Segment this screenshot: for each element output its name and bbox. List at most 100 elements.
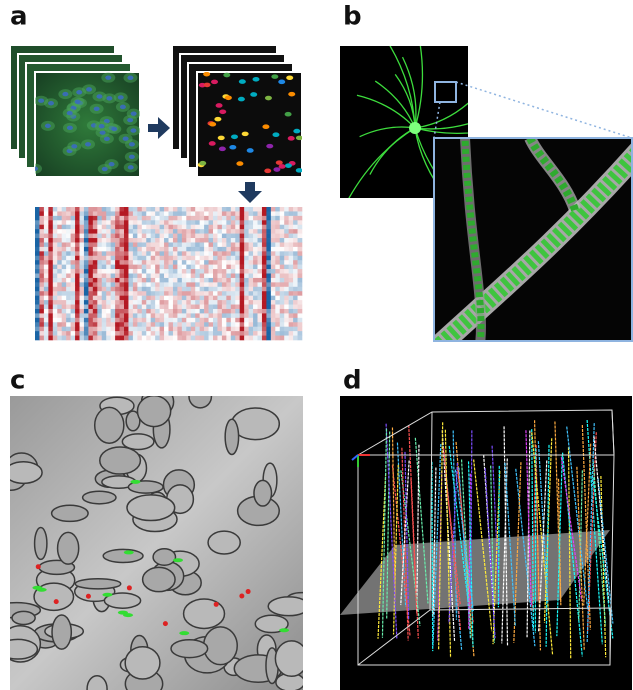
heat-cell (93, 229, 98, 234)
heat-cell (280, 278, 285, 283)
heat-cell (222, 336, 227, 341)
heat-cell (115, 327, 120, 332)
heat-cell (258, 242, 263, 247)
heat-cell (204, 238, 209, 243)
membrane (122, 434, 154, 450)
heat-cell (35, 296, 40, 301)
heat-cell (226, 260, 231, 265)
heat-cell (57, 216, 62, 221)
heat-cell (115, 318, 120, 323)
heat-cell (106, 313, 111, 318)
heat-cell (146, 220, 151, 225)
heat-cell (258, 291, 263, 296)
heat-cell (106, 234, 111, 239)
heat-cell (39, 300, 44, 305)
heat-cell (115, 242, 120, 247)
heat-cell (84, 336, 89, 341)
heat-cell (88, 331, 93, 336)
heat-cell (66, 318, 71, 323)
heat-cell (280, 282, 285, 287)
heat-cell (80, 291, 85, 296)
heat-cell (258, 282, 263, 287)
heat-cell (71, 260, 76, 265)
heat-cell (80, 225, 85, 230)
synapse-marker (173, 558, 183, 562)
heat-cell (48, 234, 53, 239)
heat-cell (133, 234, 138, 239)
heat-cell (244, 229, 249, 234)
heat-cell (169, 300, 174, 305)
heat-cell (271, 327, 276, 332)
heat-cell (209, 207, 214, 212)
heat-cell (164, 251, 169, 256)
heat-cell (173, 300, 178, 305)
heat-cell (75, 291, 80, 296)
heat-cell (271, 291, 276, 296)
heat-cell (35, 305, 40, 310)
heat-cell (191, 220, 196, 225)
heat-cell (204, 309, 209, 314)
heat-cell (169, 260, 174, 265)
heat-cell (284, 211, 289, 216)
heat-cell (271, 216, 276, 221)
heat-cell (200, 327, 205, 332)
heat-cell (106, 265, 111, 270)
heat-cell (142, 269, 147, 274)
heat-cell (120, 234, 125, 239)
heat-cell (258, 269, 263, 274)
heat-cell (231, 300, 236, 305)
heat-cell (35, 322, 40, 327)
heat-cell (222, 238, 227, 243)
heat-cell (240, 336, 245, 341)
heat-cell (244, 269, 249, 274)
heat-cell (266, 318, 271, 323)
heat-cell (226, 327, 231, 332)
heat-cell (186, 234, 191, 239)
heat-cell (209, 238, 214, 243)
heat-cell (182, 318, 187, 323)
heat-cell (262, 211, 267, 216)
heat-cell (235, 309, 240, 314)
heat-cell (204, 234, 209, 239)
heat-cell (93, 234, 98, 239)
heat-cell (142, 242, 147, 247)
heat-cell (173, 251, 178, 256)
heat-cell (137, 278, 142, 283)
heat-cell (275, 247, 280, 252)
heat-cell (249, 278, 254, 283)
heat-cell (195, 251, 200, 256)
segment (199, 161, 206, 166)
heat-cell (71, 336, 76, 341)
heat-cell (44, 322, 49, 327)
heat-cell (44, 265, 49, 270)
heat-cell (93, 247, 98, 252)
heat-cell (289, 256, 294, 261)
heat-cell (222, 234, 227, 239)
heat-cell (160, 242, 165, 247)
heat-cell (44, 242, 49, 247)
heat-cell (128, 220, 133, 225)
heat-cell (209, 269, 214, 274)
heat-cell (204, 296, 209, 301)
heat-cell (271, 331, 276, 336)
heat-cell (137, 251, 142, 256)
heat-cell (48, 291, 53, 296)
heat-cell (88, 313, 93, 318)
heat-cell (44, 309, 49, 314)
heat-cell (226, 287, 231, 292)
heat-cell (226, 220, 231, 225)
heat-cell (57, 256, 62, 261)
heat-cell (231, 211, 236, 216)
heat-cell (244, 242, 249, 247)
heat-cell (120, 225, 125, 230)
heat-cell (53, 256, 58, 261)
heat-cell (262, 251, 267, 256)
heat-cell (133, 256, 138, 261)
heat-cell (244, 336, 249, 341)
heat-cell (44, 278, 49, 283)
heat-cell (124, 336, 129, 341)
heat-cell (102, 256, 107, 261)
heat-cell (80, 251, 85, 256)
heat-cell (142, 260, 147, 265)
heat-cell (169, 211, 174, 216)
